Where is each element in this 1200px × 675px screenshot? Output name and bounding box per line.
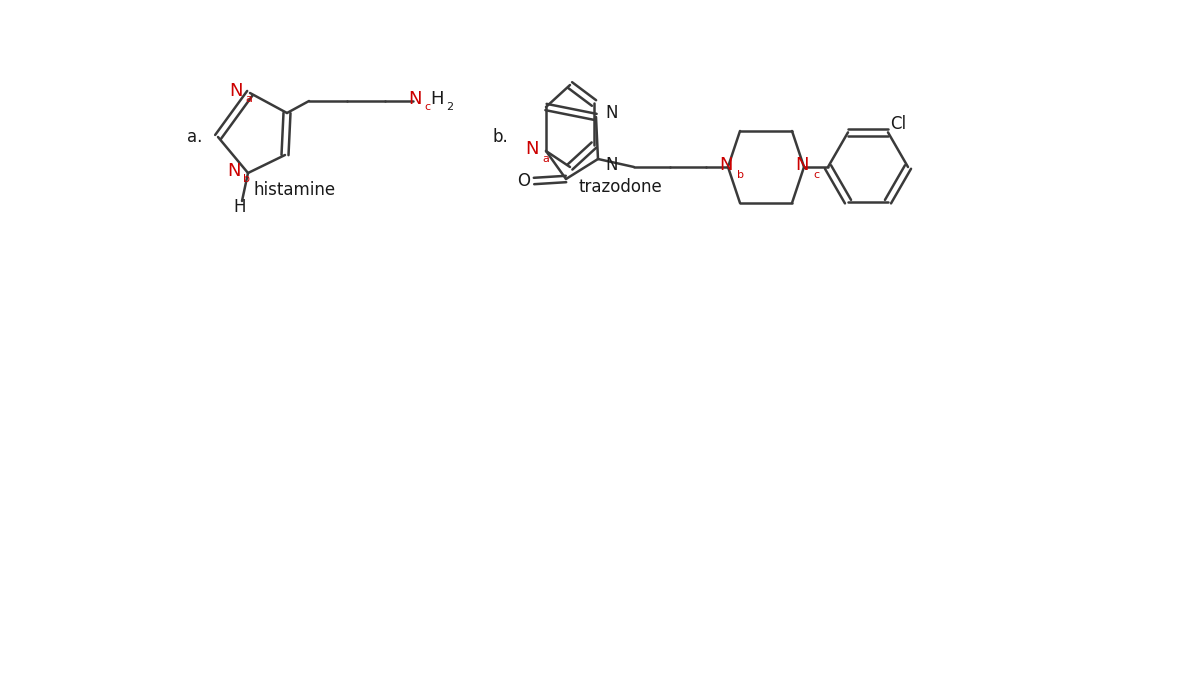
Text: trazodone: trazodone [578, 178, 662, 196]
Text: b: b [244, 174, 251, 184]
Text: a: a [246, 94, 252, 104]
Text: N: N [606, 156, 618, 174]
Text: O: O [517, 172, 530, 190]
Text: b: b [737, 170, 744, 180]
Text: N: N [796, 156, 809, 174]
Text: N: N [408, 90, 421, 108]
Text: c: c [424, 102, 430, 112]
Text: a.: a. [187, 128, 203, 146]
Text: Cl: Cl [890, 115, 906, 134]
Text: N: N [606, 104, 618, 122]
Text: H: H [234, 198, 246, 216]
Text: N: N [227, 162, 241, 180]
Text: H: H [431, 90, 444, 108]
Text: c: c [812, 170, 820, 180]
Text: a: a [542, 154, 550, 164]
Text: histamine: histamine [254, 181, 336, 199]
Text: N: N [719, 156, 733, 174]
Text: N: N [526, 140, 539, 158]
Text: b.: b. [492, 128, 508, 146]
Text: N: N [229, 82, 242, 100]
Text: 2: 2 [446, 102, 454, 112]
